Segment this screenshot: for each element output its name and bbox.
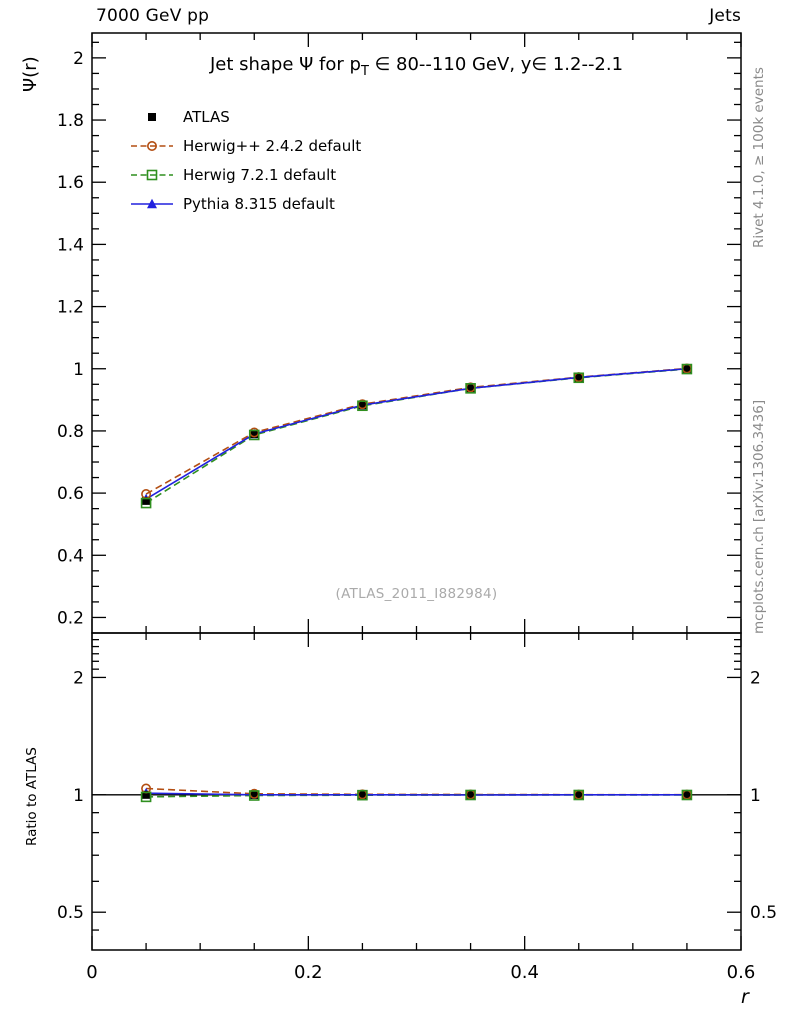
- legend-item-herwigpp: Herwig++ 2.4.2 default: [130, 131, 361, 160]
- svg-text:1.6: 1.6: [57, 173, 84, 193]
- plot-title-pre: Jet shape Ψ for p: [209, 54, 361, 75]
- plot-title-post: ∈ 80--110 GeV, y∈ 1.2--2.1: [368, 54, 624, 75]
- legend-label: ATLAS: [183, 107, 230, 126]
- svg-text:2: 2: [73, 49, 84, 69]
- svg-text:1: 1: [73, 786, 84, 806]
- pythia-line-icon: [131, 198, 173, 208]
- svg-text:0.5: 0.5: [750, 903, 777, 923]
- plot-title: Jet shape Ψ for pT ∈ 80--110 GeV, y∈ 1.2…: [92, 54, 741, 79]
- svg-text:0.4: 0.4: [57, 546, 84, 566]
- legend-item-pythia: Pythia 8.315 default: [130, 189, 361, 218]
- plot-title-subscript: T: [360, 64, 369, 79]
- svg-text:0.6: 0.6: [57, 484, 84, 504]
- legend: ATLAS Herwig++ 2.4.2 default Herwig 7.2.…: [130, 102, 361, 218]
- svg-text:1.8: 1.8: [57, 111, 84, 131]
- svg-text:0.2: 0.2: [57, 608, 84, 628]
- legend-item-atlas: ATLAS: [130, 102, 361, 131]
- svg-text:1.2: 1.2: [57, 298, 84, 318]
- atlas-marker-icon: [148, 112, 156, 121]
- svg-text:0.8: 0.8: [57, 422, 84, 442]
- legend-label: Herwig 7.2.1 default: [183, 165, 337, 184]
- svg-text:0.6: 0.6: [727, 962, 756, 983]
- svg-text:1: 1: [73, 360, 84, 380]
- y-axis-label-ratio: Ratio to ATLAS: [24, 747, 40, 846]
- analysis-id-watermark: (ATLAS_2011_I882984): [335, 586, 498, 602]
- herwigpp-line-icon: [131, 140, 173, 151]
- svg-text:0.4: 0.4: [510, 962, 539, 983]
- beam-energy-label: 7000 GeV pp: [96, 6, 210, 26]
- svg-text:0.2: 0.2: [294, 962, 323, 983]
- rivet-version-note: Rivet 4.1.0, ≥ 100k events: [751, 67, 767, 248]
- legend-item-herwig7: Herwig 7.2.1 default: [130, 160, 361, 189]
- analysis-group-label: Jets: [709, 6, 741, 26]
- svg-text:2: 2: [750, 668, 761, 688]
- svg-text:1: 1: [750, 786, 761, 806]
- herwig7-line-icon: [131, 169, 173, 180]
- svg-text:1.4: 1.4: [57, 235, 84, 255]
- svg-text:0: 0: [86, 962, 97, 983]
- svg-text:2: 2: [73, 668, 84, 688]
- mcplots-citation-note: mcplots.cern.ch [arXiv:1306.3436]: [751, 399, 767, 634]
- x-axis-label: r: [741, 986, 749, 1008]
- legend-label: Herwig++ 2.4.2 default: [183, 136, 362, 155]
- y-axis-label-main: Ψ(r): [20, 56, 41, 92]
- legend-label: Pythia 8.315 default: [183, 194, 335, 213]
- svg-text:0.5: 0.5: [57, 903, 84, 923]
